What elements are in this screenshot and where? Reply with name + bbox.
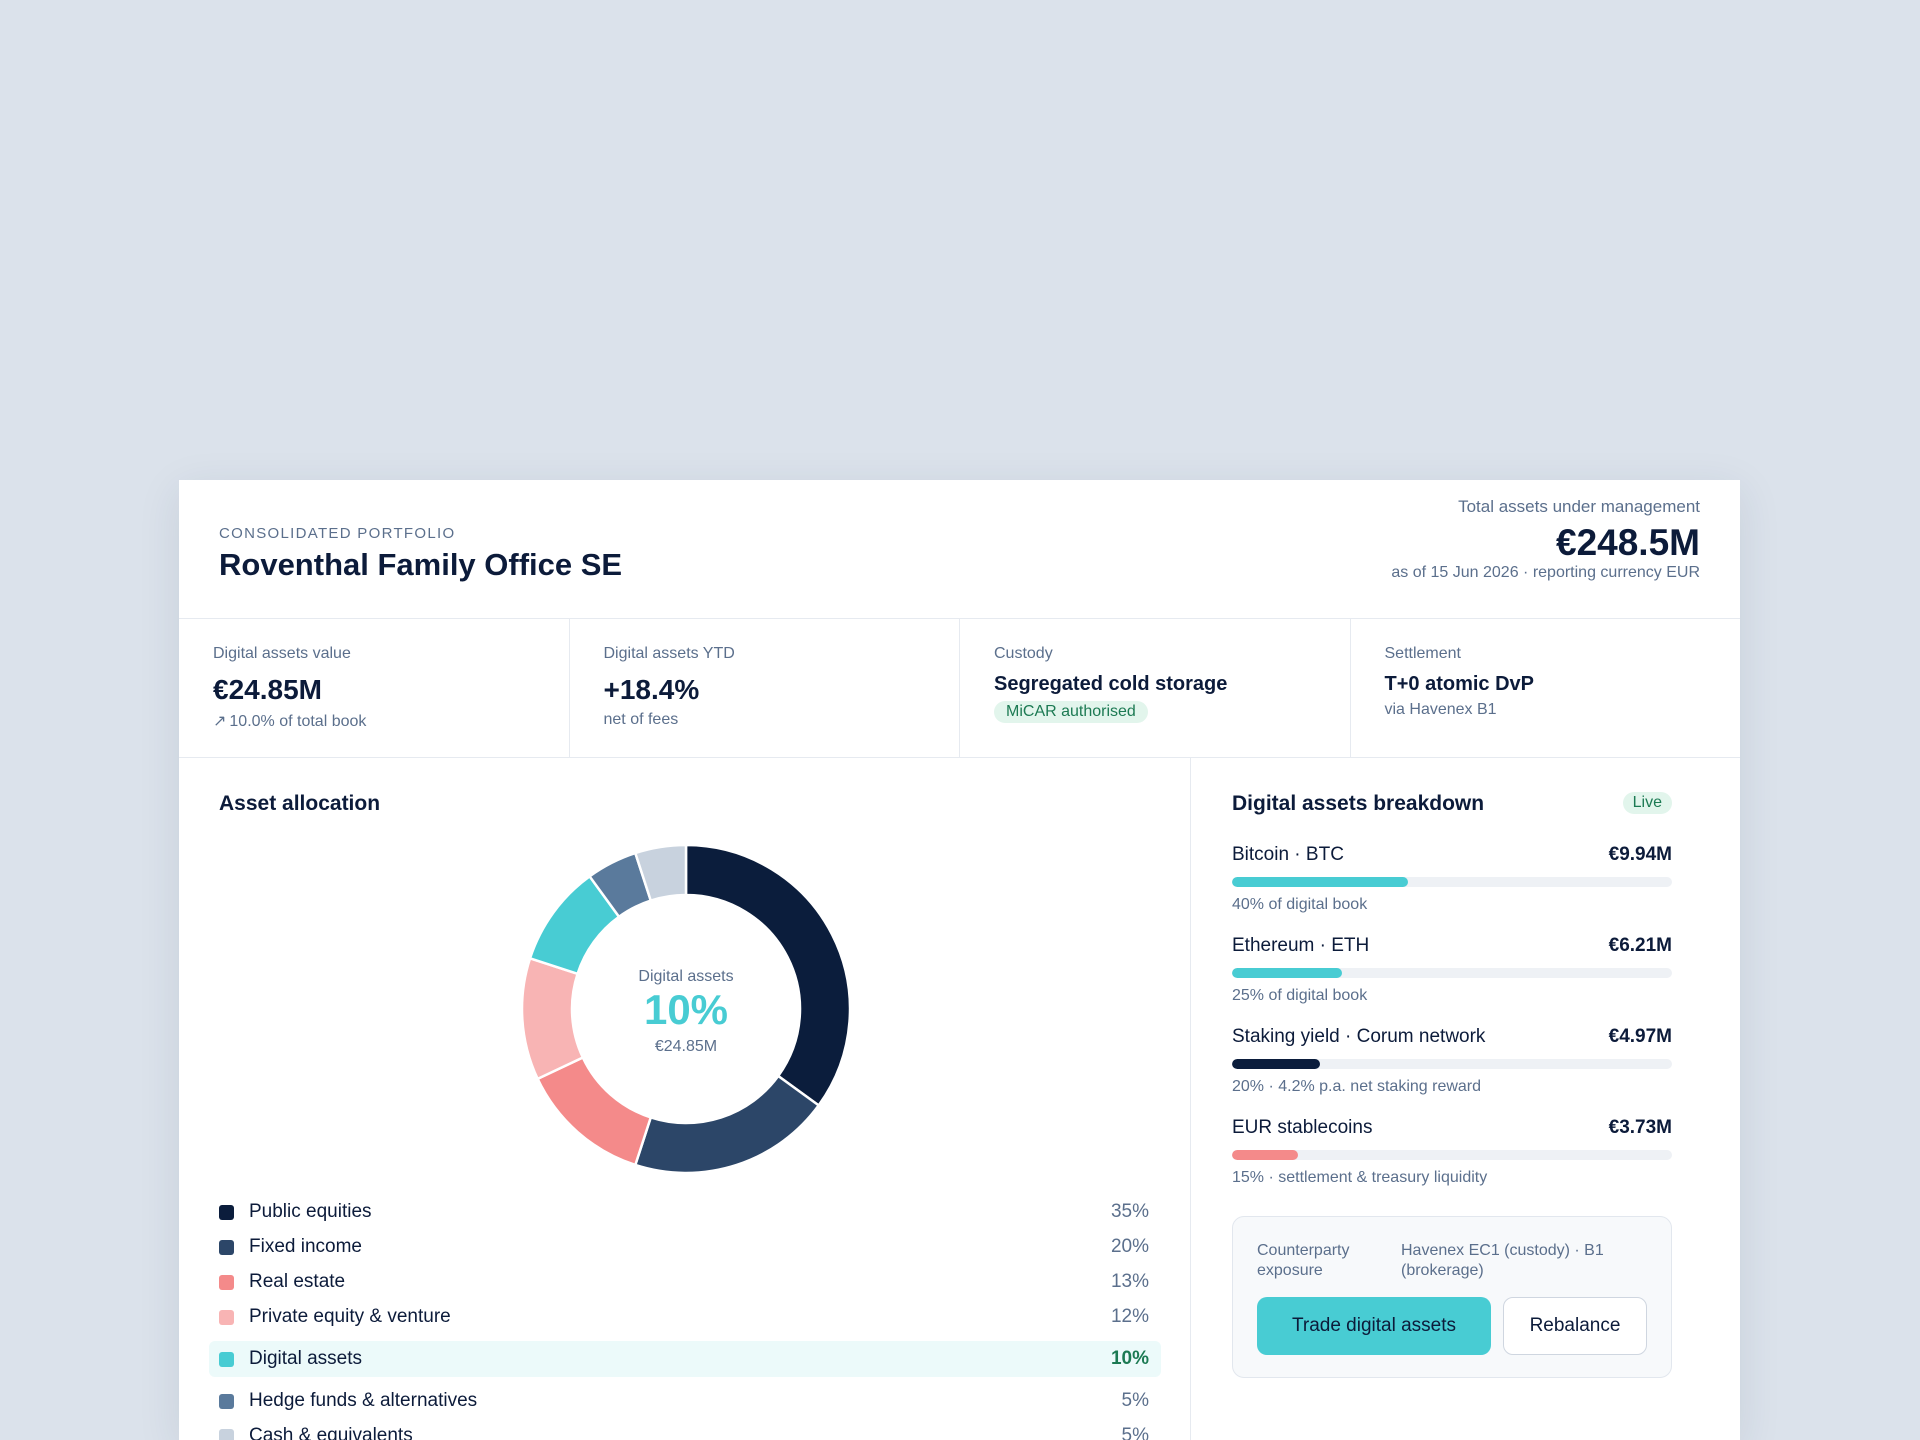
kpi-digital-value: Digital assets value €24.85M ↗ 10.0% of t… bbox=[179, 619, 570, 757]
donut-center: Digital assets 10% €24.85M bbox=[521, 844, 851, 1174]
micar-badge: MiCAR authorised bbox=[994, 701, 1148, 723]
breakdown-item: Staking yield · Corum network €4.97M 20% ·… bbox=[1232, 1026, 1672, 1116]
legend-percent: 35% bbox=[1110, 1201, 1149, 1222]
legend-item[interactable]: Cash & equivalents 5% bbox=[209, 1418, 1161, 1440]
legend-percent: 13% bbox=[1110, 1271, 1149, 1292]
kpi-label: Digital assets value bbox=[213, 645, 351, 662]
breakdown-item-name: Bitcoin · BTC bbox=[1232, 844, 1344, 865]
breakdown-item-note: 20% · 4.2% p.a. net staking reward bbox=[1232, 1078, 1482, 1095]
kpi-subtext-value: 10.0% of total book bbox=[229, 713, 367, 730]
digital-breakdown-panel: Digital assets breakdown Live Bitcoin · … bbox=[1191, 758, 1740, 1440]
kpi-label: Custody bbox=[994, 645, 1053, 662]
legend-percent: 5% bbox=[1121, 1390, 1149, 1411]
kpi-custody: Custody Segregated cold storage MiCAR au… bbox=[960, 619, 1351, 757]
kpi-subtext: net of fees bbox=[603, 711, 679, 728]
breakdown-item: Bitcoin · BTC €9.94M 40% of digital book bbox=[1232, 844, 1672, 934]
breakdown-item-name: EUR stablecoins bbox=[1232, 1117, 1373, 1138]
breakdown-item-note: 15% · settlement & treasury liquidity bbox=[1232, 1169, 1488, 1186]
breakdown-progress-track bbox=[1232, 877, 1672, 887]
kpi-value: T+0 atomic DvP bbox=[1384, 673, 1535, 695]
kpi-digital-ytd: Digital assets YTD +18.4% net of fees bbox=[570, 619, 960, 757]
aum-label: Total assets under management bbox=[1458, 497, 1700, 516]
rebalance-button[interactable]: Rebalance bbox=[1503, 1297, 1647, 1355]
legend-percent: 5% bbox=[1121, 1425, 1149, 1440]
kpi-subtext: via Havenex B1 bbox=[1384, 701, 1497, 718]
kpi-label: Digital assets YTD bbox=[603, 645, 735, 662]
legend-item[interactable]: Real estate 13% bbox=[209, 1264, 1161, 1300]
breakdown-item-name: Staking yield · Corum network bbox=[1232, 1026, 1486, 1047]
legend-percent: 20% bbox=[1110, 1236, 1149, 1257]
breakdown-progress-fill bbox=[1232, 1150, 1298, 1160]
legend-label: Private equity & venture bbox=[249, 1306, 451, 1327]
section-title-breakdown: Digital assets breakdown bbox=[1232, 792, 1485, 815]
page-title: Roventhal Family Office SE bbox=[219, 547, 623, 582]
legend-swatch bbox=[219, 1393, 234, 1409]
legend-swatch bbox=[219, 1428, 234, 1440]
section-title-allocation: Asset allocation bbox=[219, 792, 381, 815]
legend-percent: 12% bbox=[1110, 1306, 1149, 1327]
kpi-settlement: Settlement T+0 atomic DvP via Havenex B1 bbox=[1351, 619, 1741, 757]
breakdown-item: Ethereum · ETH €6.21M 25% of digital book bbox=[1232, 935, 1672, 1025]
legend-item[interactable]: Public equities 35% bbox=[209, 1194, 1161, 1230]
portfolio-header: CONSOLIDATED PORTFOLIO Roventhal Family … bbox=[179, 480, 1740, 619]
kpi-value: €24.85M bbox=[213, 674, 322, 705]
legend-label: Cash & equivalents bbox=[249, 1425, 413, 1440]
legend-swatch bbox=[219, 1239, 234, 1255]
donut-slice-public-equities[interactable] bbox=[684, 843, 852, 1108]
counterparty-value: Havenex EC1 (custody) · B1 (brokerage) bbox=[1401, 1242, 1604, 1279]
legend-label: Digital assets bbox=[249, 1348, 362, 1369]
legend-item[interactable]: Digital assets 10% bbox=[209, 1341, 1161, 1377]
legend-item[interactable]: Fixed income 20% bbox=[209, 1229, 1161, 1265]
donut-slice-cash-equivalents[interactable] bbox=[633, 843, 688, 903]
breakdown-item-value: €9.94M bbox=[1608, 844, 1672, 865]
aum-subtitle: as of 15 Jun 2026 · reporting currency E… bbox=[1391, 564, 1700, 581]
kpi-value: Segregated cold storage bbox=[994, 673, 1228, 695]
breakdown-item-note: 40% of digital book bbox=[1232, 896, 1368, 913]
donut-center-value: €24.85M bbox=[654, 1038, 718, 1055]
legend-item[interactable]: Private equity & venture 12% bbox=[209, 1299, 1161, 1335]
legend-item[interactable]: Hedge funds & alternatives 5% bbox=[209, 1383, 1161, 1419]
counterparty-box: Counterparty exposure Havenex EC1 (custo… bbox=[1232, 1216, 1672, 1378]
kpi-subtext: ↗ 10.0% of total book bbox=[213, 711, 366, 731]
breakdown-progress-track bbox=[1232, 1059, 1672, 1069]
legend-swatch bbox=[219, 1204, 234, 1220]
legend-label: Public equities bbox=[249, 1201, 372, 1222]
donut-center-percent: 10% bbox=[643, 986, 729, 1033]
breakdown-progress-fill bbox=[1232, 1059, 1320, 1069]
breakdown-item-note: 25% of digital book bbox=[1232, 987, 1368, 1004]
trade-digital-assets-button[interactable]: Trade digital assets bbox=[1257, 1297, 1491, 1355]
donut-center-label: Digital assets bbox=[638, 968, 734, 985]
breakdown-progress-track bbox=[1232, 968, 1672, 978]
portfolio-eyebrow: CONSOLIDATED PORTFOLIO bbox=[219, 525, 456, 542]
asset-allocation-panel: Asset allocation Digital assets 10% €24.… bbox=[179, 758, 1191, 1440]
trend-up-arrow-icon: ↗ bbox=[213, 713, 227, 730]
aum-value: €248.5M bbox=[1556, 522, 1700, 563]
legend-label: Real estate bbox=[249, 1271, 346, 1292]
kpi-value: +18.4% bbox=[603, 674, 700, 705]
legend-swatch bbox=[219, 1351, 234, 1367]
breakdown-progress-track bbox=[1232, 1150, 1672, 1160]
kpi-label: Settlement bbox=[1384, 645, 1461, 662]
kpi-row: Digital assets value €24.85M ↗ 10.0% of t… bbox=[179, 619, 1740, 758]
allocation-donut-chart: Digital assets 10% €24.85M bbox=[520, 843, 852, 1175]
legend-swatch bbox=[219, 1274, 234, 1290]
breakdown-item: EUR stablecoins €3.73M 15% · settlement & … bbox=[1232, 1117, 1672, 1207]
breakdown-item-value: €3.73M bbox=[1608, 1117, 1672, 1138]
legend-label: Fixed income bbox=[249, 1236, 362, 1257]
legend-percent: 10% bbox=[1110, 1348, 1149, 1369]
portfolio-card: CONSOLIDATED PORTFOLIO Roventhal Family … bbox=[179, 480, 1740, 1440]
legend-swatch bbox=[219, 1309, 234, 1325]
legend-label: Hedge funds & alternatives bbox=[249, 1390, 478, 1411]
live-badge: Live bbox=[1622, 792, 1672, 814]
breakdown-item-value: €6.21M bbox=[1608, 935, 1672, 956]
counterparty-label: Counterparty exposure bbox=[1257, 1242, 1350, 1279]
breakdown-progress-fill bbox=[1232, 877, 1408, 887]
breakdown-item-value: €4.97M bbox=[1608, 1026, 1672, 1047]
donut-svg bbox=[520, 843, 852, 1175]
breakdown-item-name: Ethereum · ETH bbox=[1232, 935, 1370, 956]
breakdown-progress-fill bbox=[1232, 968, 1342, 978]
